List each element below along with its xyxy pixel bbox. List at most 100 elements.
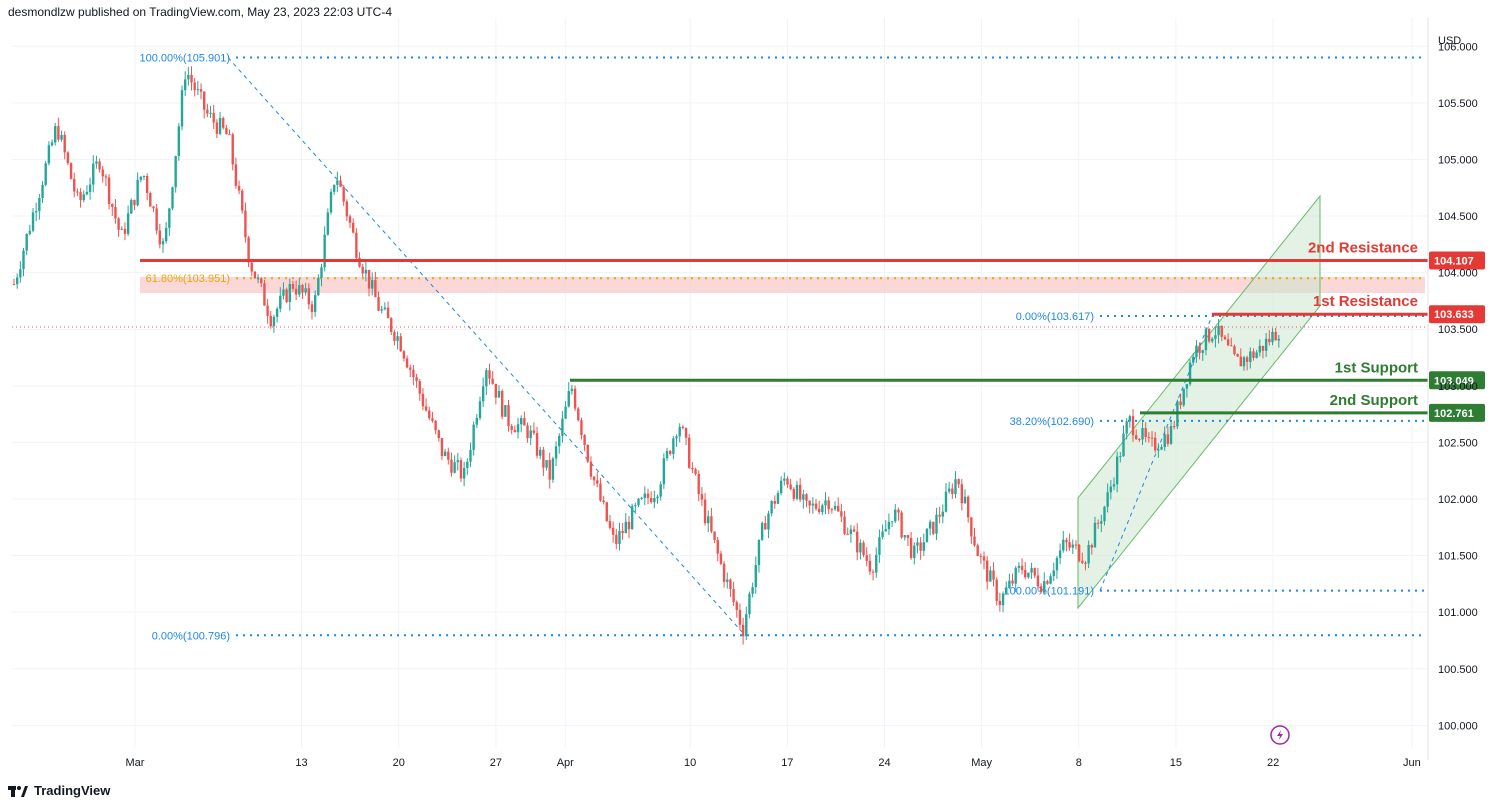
candle-body xyxy=(1157,449,1160,451)
candle-body xyxy=(707,516,710,524)
candle-body xyxy=(466,461,469,469)
candle-body xyxy=(1065,539,1068,543)
candle-body xyxy=(944,491,948,512)
candle-body xyxy=(1077,544,1081,561)
candle-body xyxy=(814,503,818,509)
candle-body xyxy=(253,271,257,279)
candle-body xyxy=(570,388,574,392)
candle-body xyxy=(802,494,805,500)
candle-body xyxy=(402,351,406,359)
candle-body xyxy=(336,180,339,185)
candle-body xyxy=(504,405,507,417)
candle-body xyxy=(1242,357,1246,367)
candle-body xyxy=(155,208,158,231)
candle-body xyxy=(979,555,983,557)
candle-body xyxy=(348,216,352,223)
candle-body xyxy=(367,269,371,289)
candle-body xyxy=(1201,350,1204,353)
candle-body xyxy=(1103,506,1106,522)
candle-body xyxy=(1185,384,1189,389)
candle-body xyxy=(142,175,146,177)
candle-body xyxy=(783,478,786,481)
candle-body xyxy=(592,476,596,481)
candle-body xyxy=(795,484,799,499)
candle-body xyxy=(732,589,735,603)
candle-body xyxy=(805,494,808,501)
candle-body xyxy=(1134,435,1138,440)
candle-body xyxy=(329,191,333,213)
candle-body xyxy=(1093,522,1097,548)
candle-body xyxy=(161,241,165,245)
y-tick-label: 104.000 xyxy=(1438,268,1478,280)
candle-body xyxy=(916,542,919,546)
candle-body xyxy=(1138,439,1141,441)
candle-body xyxy=(41,184,44,198)
candle-body xyxy=(998,600,1002,606)
candle-body xyxy=(551,458,555,480)
candle-body xyxy=(615,534,618,545)
candle-body xyxy=(840,511,843,517)
candle-body xyxy=(250,262,253,272)
candle-body xyxy=(206,109,209,114)
fib-trend-line xyxy=(227,57,746,636)
candle-body xyxy=(798,484,802,500)
candle-body xyxy=(757,539,761,566)
candle-body xyxy=(307,288,311,305)
candle-body xyxy=(935,514,938,534)
candle-body xyxy=(63,134,66,153)
candle-body xyxy=(139,176,142,180)
candle-body xyxy=(1011,580,1014,584)
candle-body xyxy=(1052,570,1055,577)
candle-body xyxy=(580,420,583,436)
candle-body xyxy=(428,410,431,419)
candle-body xyxy=(1261,345,1265,351)
candle-body xyxy=(963,496,967,504)
candle-body xyxy=(1115,456,1119,485)
candle-body xyxy=(1147,437,1151,439)
candle-body xyxy=(396,336,399,341)
candle-body xyxy=(126,213,130,234)
candle-body xyxy=(266,305,269,316)
candle-body xyxy=(760,523,764,540)
candle-body xyxy=(101,169,104,177)
candle-body xyxy=(1043,581,1046,593)
candle-body xyxy=(317,277,320,296)
candle-body xyxy=(145,175,149,193)
lightning-icon[interactable] xyxy=(1270,725,1290,745)
x-tick-label: Apr xyxy=(557,757,574,769)
candle-body xyxy=(342,186,345,202)
candle-body xyxy=(564,406,567,419)
candle-body xyxy=(1230,345,1233,347)
candle-body xyxy=(434,420,437,431)
candle-body xyxy=(440,438,444,457)
candle-body xyxy=(371,280,374,289)
level-title: 1st Resistance xyxy=(1313,293,1418,310)
candle-body xyxy=(792,489,796,499)
candle-body xyxy=(1258,345,1262,353)
candle-body xyxy=(713,531,716,540)
candle-body xyxy=(678,426,681,437)
fib-level-label: 38.20%(102.690) xyxy=(1010,416,1094,428)
candle-body xyxy=(120,228,123,230)
x-tick-label: 24 xyxy=(878,757,890,769)
candle-body xyxy=(66,152,70,164)
candle-body xyxy=(215,122,219,134)
candle-body xyxy=(183,79,187,91)
x-tick-label: 8 xyxy=(1076,757,1082,769)
candle-body xyxy=(1036,575,1040,587)
candle-body xyxy=(1233,346,1236,355)
candle-body xyxy=(1214,335,1217,339)
candle-body xyxy=(925,528,929,543)
candle-body xyxy=(922,542,925,551)
candle-body xyxy=(767,513,770,530)
level-title: 2nd Support xyxy=(1330,392,1418,409)
footer: TradingView xyxy=(8,783,110,798)
candle-body xyxy=(88,184,92,192)
candle-body xyxy=(688,437,691,468)
candle-body xyxy=(44,163,47,185)
candle-body xyxy=(919,542,922,551)
candle-body xyxy=(830,509,834,511)
candle-body xyxy=(234,164,238,186)
candle-body xyxy=(719,553,723,564)
